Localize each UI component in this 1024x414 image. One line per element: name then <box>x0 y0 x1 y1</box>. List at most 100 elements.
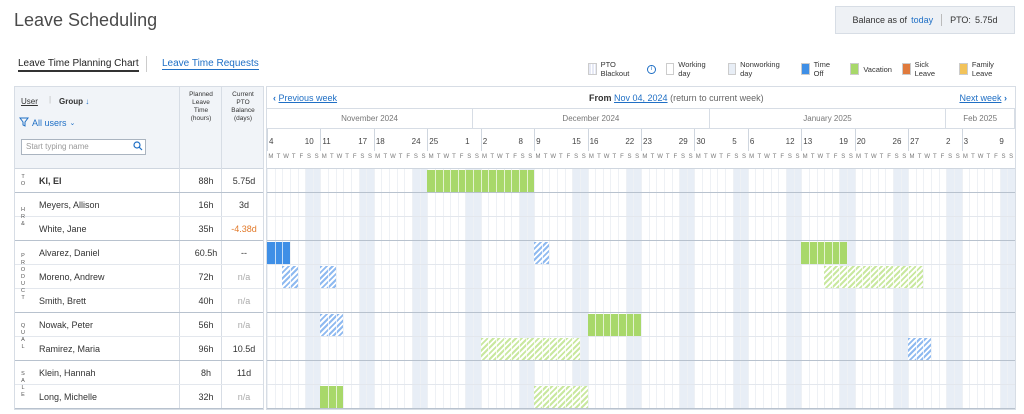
legend-swatch <box>801 63 810 75</box>
employee-row[interactable]: Klein, Hannah 8h 11d <box>15 361 263 385</box>
bar-day-separator <box>518 338 520 360</box>
day-gridline <box>717 169 719 409</box>
day-gridline <box>1007 169 1009 409</box>
leave-bar[interactable] <box>427 170 535 192</box>
leave-bar[interactable] <box>824 266 924 288</box>
leave-bar[interactable] <box>282 266 298 288</box>
day-gridline <box>839 169 841 409</box>
employee-row[interactable]: Alvarez, Daniel 60.5h -- <box>15 241 263 265</box>
week-start-day: 27 <box>910 137 920 146</box>
bar-day-separator <box>923 338 925 360</box>
day-gridline <box>434 169 436 409</box>
nonworking-day <box>839 169 848 409</box>
week-end-day: 22 <box>625 137 635 146</box>
week-end-day: 9 <box>999 137 1004 146</box>
pto-label: PTO: <box>950 15 971 25</box>
day-gridline <box>892 169 894 409</box>
user-filter[interactable]: All users ⌄ <box>19 117 75 129</box>
legend-label: Family Leave <box>971 60 994 78</box>
weekday-letter: T <box>452 154 456 160</box>
day-gridline <box>770 169 772 409</box>
weekday-letter: T <box>986 154 991 160</box>
employee-name: Alvarez, Daniel <box>39 248 100 258</box>
day-gridline <box>679 169 681 409</box>
bar-day-separator <box>854 266 856 288</box>
leave-bar[interactable] <box>534 242 550 264</box>
weekday-letter: M <box>642 154 648 160</box>
leave-bar[interactable] <box>908 338 932 360</box>
previous-week-button[interactable]: ‹ Previous week <box>273 93 338 103</box>
weekday-letter: S <box>680 154 685 160</box>
month-header: November 2024 December 2024 January 2025 Fe… <box>267 109 1015 129</box>
week-divider <box>908 129 910 151</box>
weekday-letter: T <box>665 154 670 160</box>
bar-day-separator <box>511 170 513 192</box>
week-end-day: 8 <box>518 137 523 146</box>
week-start-day: 6 <box>749 137 755 146</box>
bar-day-separator <box>915 266 917 288</box>
pto-balance: n/a <box>237 296 251 306</box>
name-search-input[interactable]: Start typing name <box>21 139 146 155</box>
employee-row[interactable]: Smith, Brett 40h n/a <box>15 289 263 313</box>
employee-name: Smith, Brett <box>39 296 87 306</box>
bar-day-separator <box>625 314 627 336</box>
balance-date-link[interactable]: today <box>911 15 934 25</box>
day-gridline <box>602 169 604 409</box>
weekday-letter: T <box>917 154 922 160</box>
legend-label: Vacation <box>863 64 892 74</box>
employee-row[interactable]: Long, Michelle 32h n/a <box>15 385 263 409</box>
employee-row[interactable]: Moreno, Andrew 72h n/a <box>15 265 263 289</box>
weekday-letter: T <box>543 154 548 160</box>
leave-bar[interactable] <box>801 242 848 264</box>
sort-user-link[interactable]: User <box>21 97 38 106</box>
week-divider <box>854 129 856 151</box>
nonworking-day <box>946 169 954 409</box>
day-gridline <box>549 169 551 409</box>
leave-bar[interactable] <box>587 314 641 336</box>
employee-row[interactable]: Kl, El 88h 5.75d <box>15 169 263 193</box>
leave-bar[interactable] <box>320 386 344 408</box>
bar-day-separator <box>557 386 559 408</box>
legend-item: Time Off <box>801 60 840 78</box>
nonworking-day <box>358 169 367 409</box>
employee-row[interactable]: Nowak, Peter 56h n/a <box>15 313 263 337</box>
bar-day-separator <box>465 170 467 192</box>
start-date-picker[interactable]: Nov 04, 2024 <box>614 93 668 103</box>
leave-bar[interactable] <box>480 338 580 360</box>
week-divider <box>534 129 536 151</box>
info-icon[interactable]: i <box>647 64 656 74</box>
weekday-letter: M <box>482 154 488 160</box>
bar-day-separator <box>480 170 482 192</box>
planned-hours: 16h <box>198 200 214 210</box>
sort-group-link[interactable]: Group ↓ <box>59 97 90 106</box>
leave-bar[interactable] <box>320 314 344 336</box>
employee-row[interactable]: Ramirez, Maria 96h 10.5d <box>15 337 263 361</box>
return-current-week-link[interactable]: (return to current week) <box>670 93 764 103</box>
week-end-day: 2 <box>945 137 951 146</box>
next-week-button[interactable]: Next week › <box>959 93 1007 103</box>
bar-day-separator <box>900 266 902 288</box>
employee-row[interactable]: Meyers, Allison 16h 3d <box>15 193 263 217</box>
bar-day-separator <box>434 170 436 192</box>
day-gridline <box>618 169 620 409</box>
pto-balance: 10.5d <box>232 344 256 354</box>
week-start-day: 23 <box>643 137 652 146</box>
day-gridline <box>427 169 429 409</box>
tab-leave-requests[interactable]: Leave Time Requests <box>162 58 259 70</box>
leave-bar[interactable] <box>267 242 290 264</box>
day-gridline <box>503 169 505 409</box>
nonworking-day <box>740 169 748 409</box>
leave-bar[interactable] <box>534 386 588 408</box>
weekday-letter: T <box>704 154 708 160</box>
leave-bar[interactable] <box>320 266 336 288</box>
weekday-letter: F <box>833 154 838 160</box>
weekday-letter: F <box>299 154 304 160</box>
weekday-letter: T <box>490 154 494 160</box>
week-start-day: 11 <box>322 137 331 146</box>
week-end-day: 19 <box>839 137 848 146</box>
pto-balance: 11d <box>236 368 252 378</box>
planned-hours: 88h <box>198 176 214 186</box>
pto-balance: n/a <box>237 392 251 402</box>
tab-planning-chart[interactable]: Leave Time Planning Chart <box>18 58 139 72</box>
employee-row[interactable]: White, Jane 35h -4.38d <box>15 217 263 241</box>
